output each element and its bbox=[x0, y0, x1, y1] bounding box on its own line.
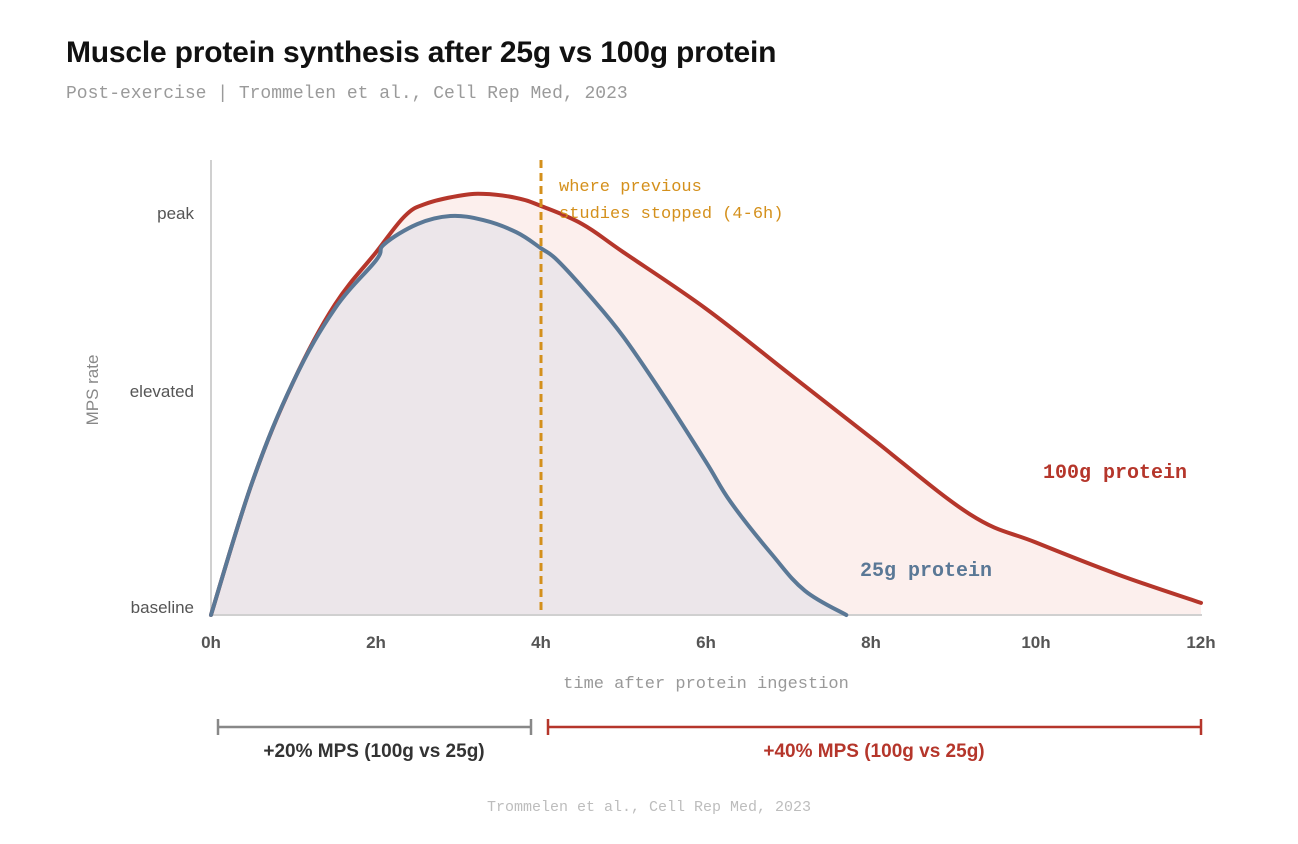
annotation-label-line-1: where previous bbox=[559, 178, 702, 197]
footer-source: Trommelen et al., Cell Rep Med, 2023 bbox=[487, 799, 811, 816]
bracket-left-label: +20% MPS (100g vs 25g) bbox=[263, 741, 484, 762]
x-tick-label-0h: 0h bbox=[201, 633, 221, 652]
series-label-100g: 100g protein bbox=[1043, 462, 1187, 485]
y-tick-label-peak: peak bbox=[157, 204, 194, 223]
x-tick-label-8h: 8h bbox=[861, 633, 881, 652]
chart-title: Muscle protein synthesis after 25g vs 10… bbox=[66, 36, 777, 69]
y-axis-label: MPS rate bbox=[83, 355, 102, 426]
area-fill-25g bbox=[211, 215, 847, 615]
bracket-right-label: +40% MPS (100g vs 25g) bbox=[763, 741, 984, 762]
chart-subtitle: Post-exercise | Trommelen et al., Cell R… bbox=[66, 84, 628, 104]
x-axis-label: time after protein ingestion bbox=[563, 675, 849, 694]
x-tick-label-12h: 12h bbox=[1186, 633, 1215, 652]
y-tick-label-baseline: baseline bbox=[131, 598, 194, 617]
x-tick-label-4h: 4h bbox=[531, 633, 551, 652]
y-tick-label-elevated: elevated bbox=[130, 382, 194, 401]
x-tick-label-10h: 10h bbox=[1021, 633, 1050, 652]
bracket-right bbox=[546, 719, 1203, 735]
bracket-left bbox=[216, 719, 533, 735]
series-line-25g bbox=[209, 213, 849, 617]
x-tick-label-6h: 6h bbox=[696, 633, 716, 652]
x-tick-label-2h: 2h bbox=[366, 633, 386, 652]
series-label-25g: 25g protein bbox=[860, 560, 992, 583]
annotation-label-line-2: studies stopped (4-6h) bbox=[559, 205, 783, 224]
